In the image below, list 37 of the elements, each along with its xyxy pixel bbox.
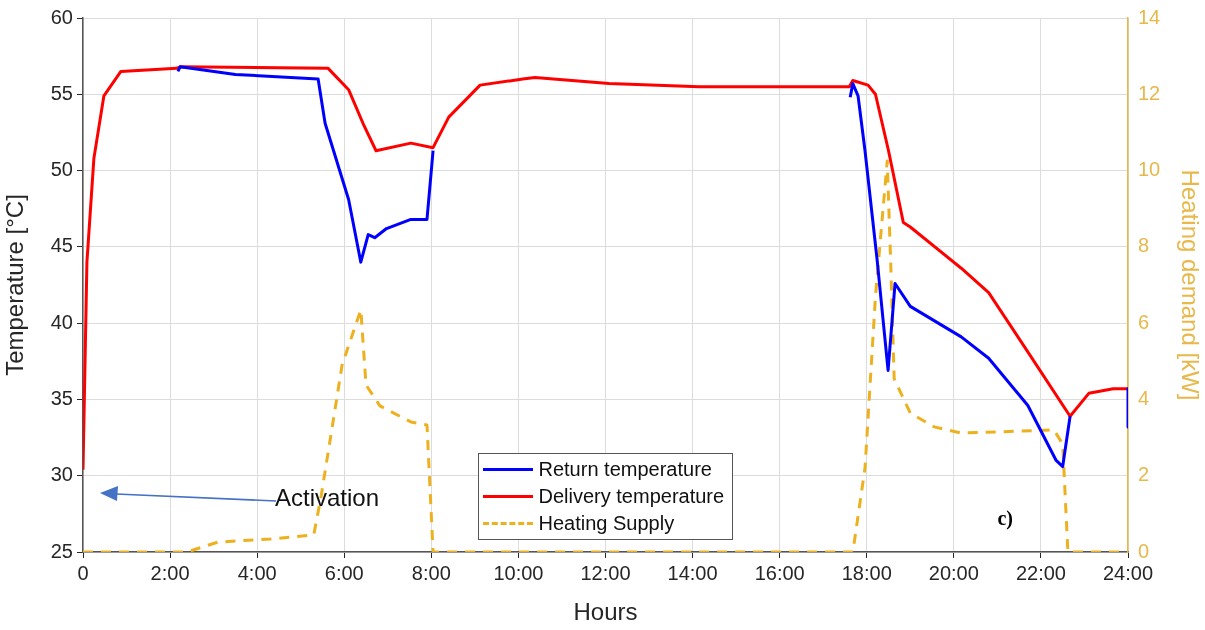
y-axis-title: Temperature [°C] [1, 194, 29, 376]
x-tick-label: 8:00 [411, 561, 451, 584]
legend-label: Return temperature [538, 458, 712, 481]
x-tick-label: 22:00 [1015, 561, 1066, 584]
y2-tick-label: 8 [1138, 234, 1150, 257]
y2-tick-label: 12 [1138, 81, 1161, 104]
x-tick-label: 24:00 [1102, 561, 1154, 584]
x-tick-label: 14:00 [667, 561, 718, 584]
x-tick-label: 16:00 [754, 561, 805, 584]
y-tick-label: 55 [50, 81, 73, 104]
legend-label: Heating Supply [538, 512, 675, 535]
x-tick-label: 2:00 [150, 561, 190, 584]
y-tick-label: 40 [50, 310, 73, 333]
y-tick-label: 35 [50, 386, 73, 409]
y2-tick-label: 2 [1138, 463, 1150, 486]
x-axis-title: Hours [573, 598, 638, 626]
y-tick-label: 45 [50, 234, 73, 257]
annotation: Activation [275, 484, 380, 511]
x-tick-label: 12:00 [580, 561, 631, 584]
y2-tick-label: 4 [1138, 386, 1150, 409]
x-tick-label: 18:00 [841, 561, 892, 584]
legend-label: Delivery temperature [538, 485, 725, 508]
y-tick-label: 30 [50, 463, 73, 486]
y-tick-label: 60 [50, 5, 73, 28]
y-tick-label: 25 [50, 539, 73, 562]
x-tick-label: 4:00 [237, 561, 277, 584]
annotation: c) [997, 507, 1013, 531]
x-tick-label: 10:00 [493, 561, 544, 584]
y2-tick-label: 10 [1138, 158, 1161, 181]
y2-tick-label: 0 [1138, 539, 1150, 562]
x-tick-label: 6:00 [324, 561, 364, 584]
x-tick-label: 20:00 [928, 561, 979, 584]
y2-tick-label: 6 [1138, 310, 1150, 333]
y-tick-label: 50 [50, 158, 73, 181]
y2-axis-title: Heating demand [kW] [1176, 169, 1204, 401]
x-tick-label: 0 [77, 561, 89, 584]
y2-tick-label: 14 [1138, 5, 1161, 28]
